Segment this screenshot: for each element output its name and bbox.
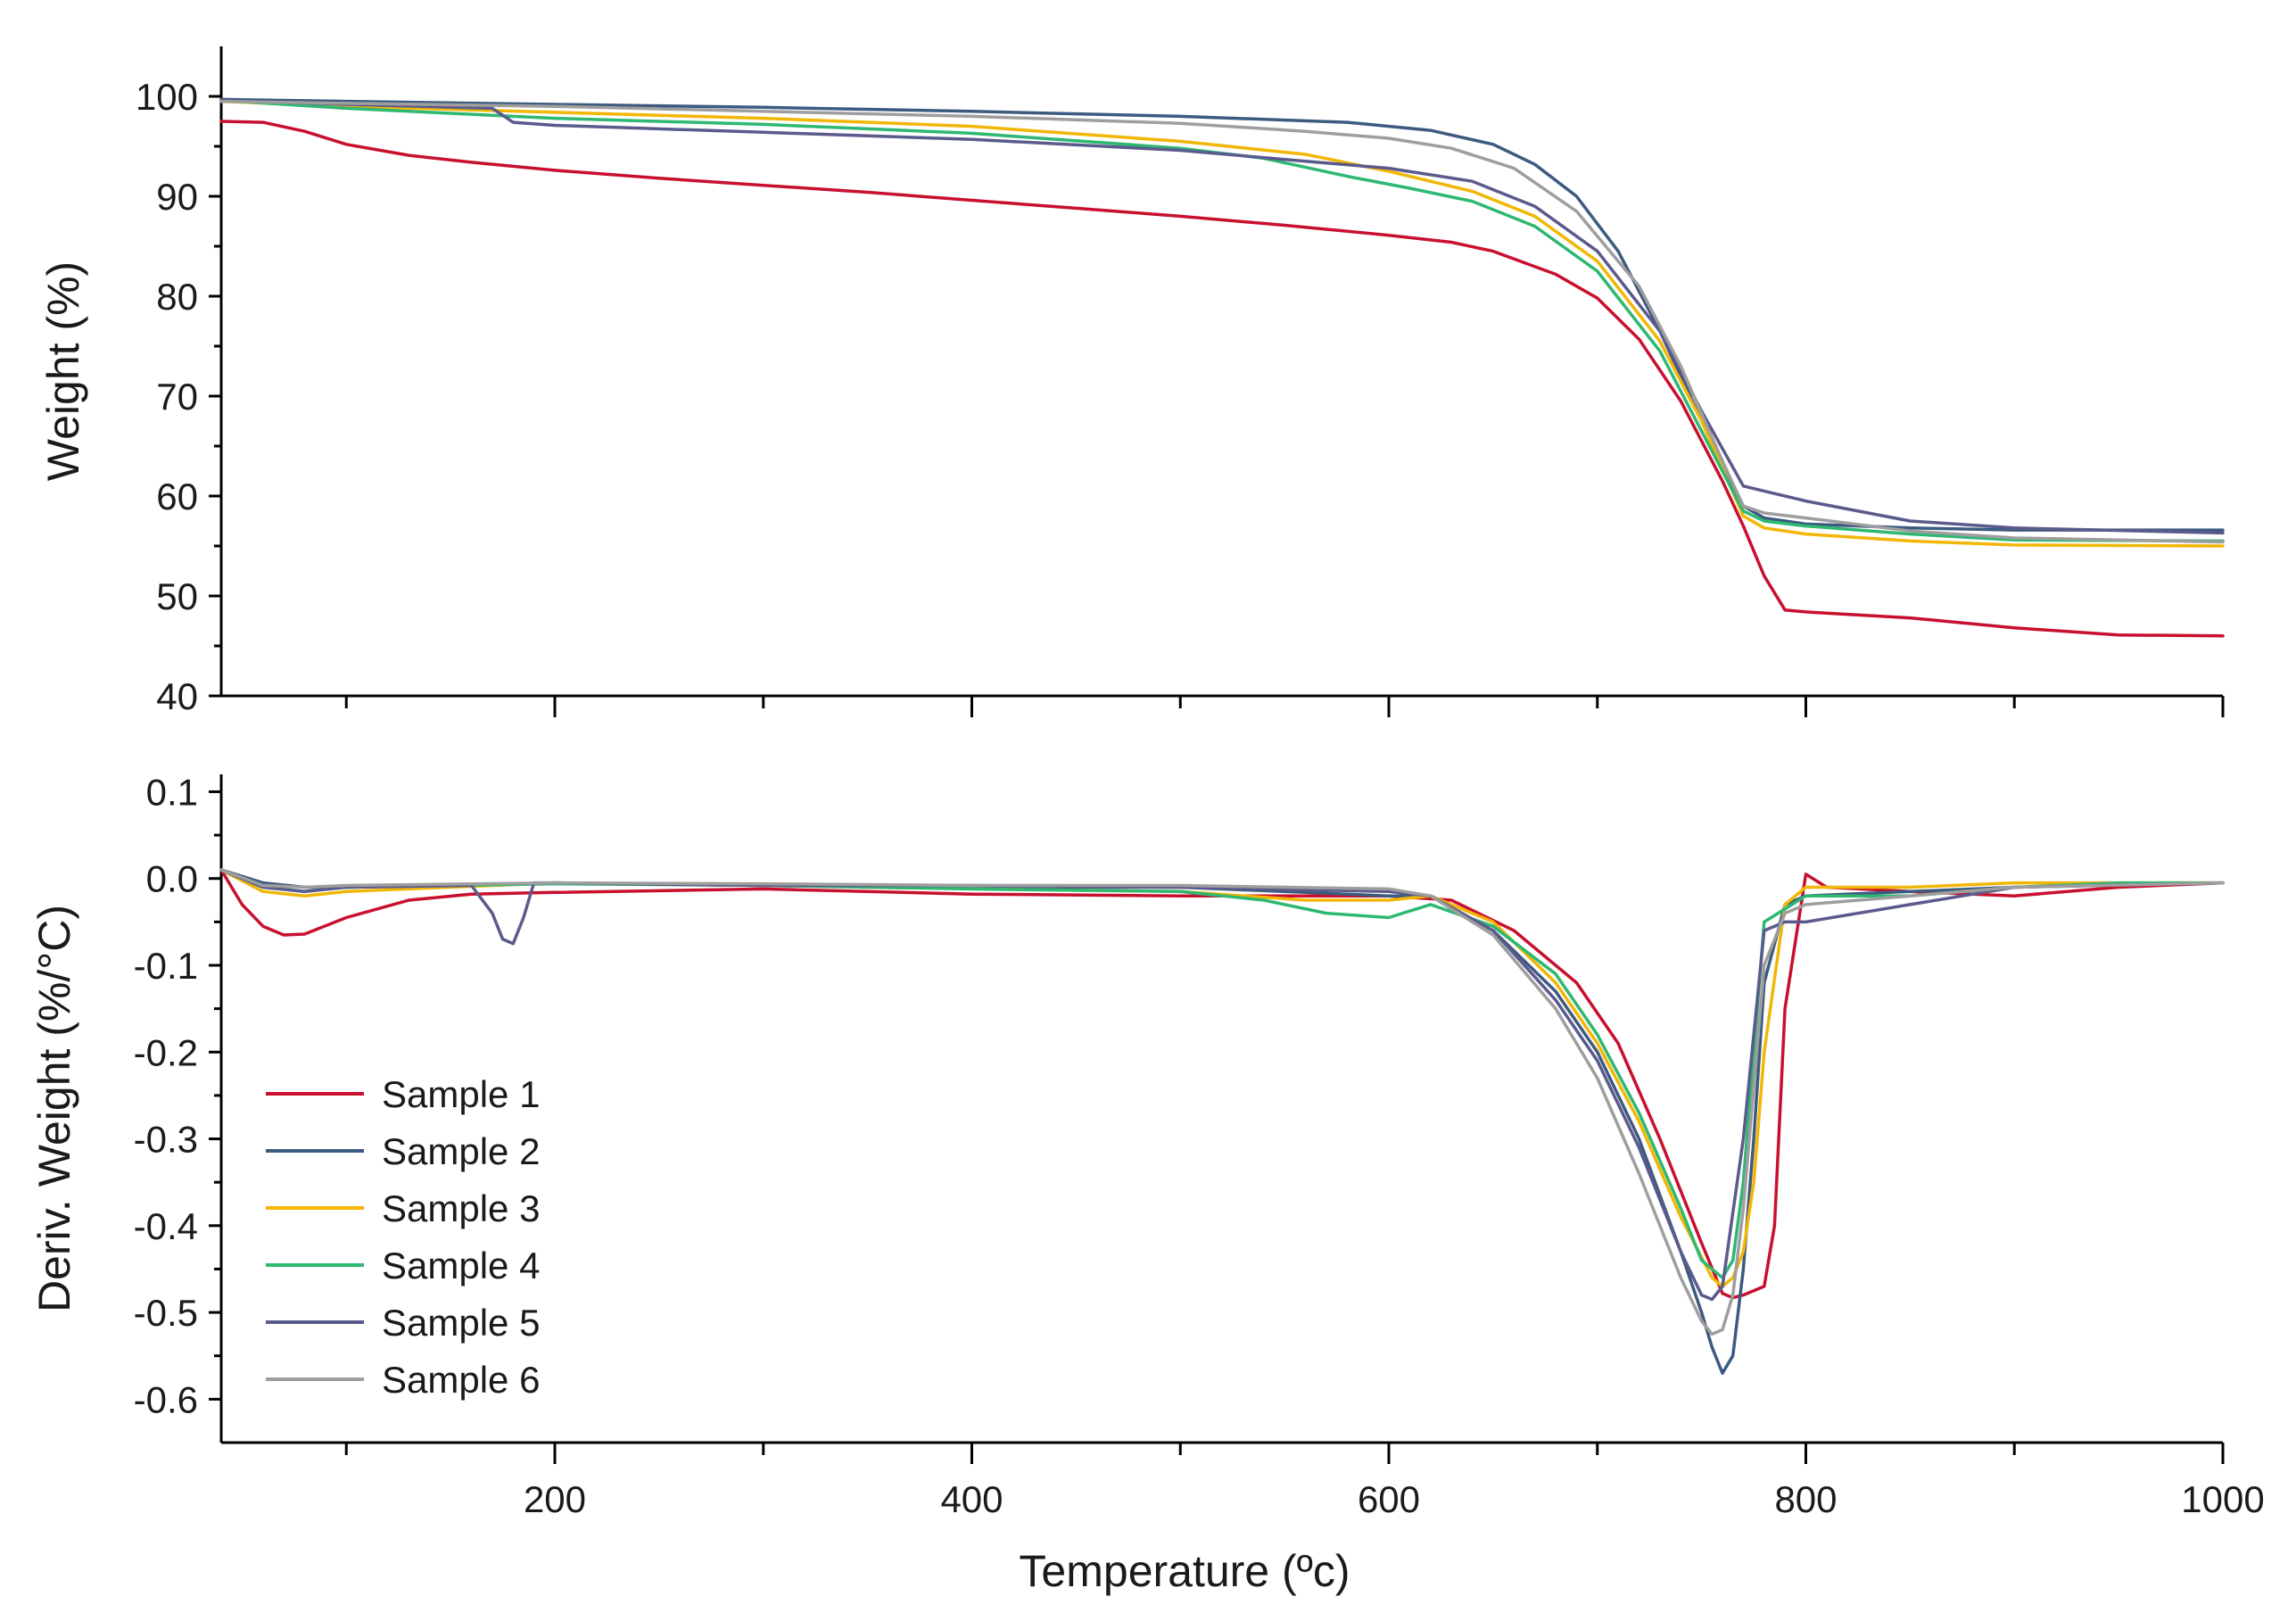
weight-line-sample-6 bbox=[219, 99, 2225, 544]
weight-panel: 40 50 60 70 80 90 100 Weight (%) bbox=[38, 46, 2225, 717]
legend-label-sample-5: Sample 5 bbox=[382, 1302, 540, 1344]
legend: Sample 1 Sample 2 Sample 3 Sample 4 Sample 5… bbox=[266, 1073, 540, 1401]
x-axis-title: Temperature (ºc) bbox=[1019, 1546, 1350, 1596]
weight-y-tick-label: 70 bbox=[156, 376, 198, 418]
weight-y-tick-label: 60 bbox=[156, 476, 198, 517]
x-tick-label: 800 bbox=[1774, 1478, 1837, 1520]
weight-line-sample-1 bbox=[219, 120, 2225, 638]
weight-y-tick-label: 40 bbox=[156, 675, 198, 717]
legend-label-sample-1: Sample 1 bbox=[382, 1073, 540, 1115]
weight-line-sample-4 bbox=[219, 98, 2225, 543]
weight-y-tick-label: 50 bbox=[156, 575, 198, 617]
weight-y-axis-title: Weight (%) bbox=[38, 261, 88, 481]
legend-label-sample-6: Sample 6 bbox=[382, 1359, 540, 1401]
weight-y-tick-label: 100 bbox=[136, 76, 198, 118]
deriv-line-sample-6 bbox=[219, 868, 2225, 1336]
deriv-y-tick-label: -0.2 bbox=[134, 1031, 198, 1073]
deriv-line-sample-2 bbox=[219, 868, 2225, 1375]
weight-line-sample-2 bbox=[219, 97, 2225, 532]
x-tick-label: 600 bbox=[1358, 1478, 1420, 1520]
x-axis-title-group: Temperature (ºc) bbox=[1019, 1546, 1350, 1596]
weight-y-tick-label: 80 bbox=[156, 276, 198, 318]
deriv-y-tick-label: 0.0 bbox=[146, 858, 198, 900]
deriv-panel: -0.6 -0.5 -0.4 -0.3 -0.2 -0.1 0.0 0.1 200 400 600 8… bbox=[29, 771, 2265, 1520]
deriv-y-tick-label: -0.5 bbox=[134, 1292, 198, 1334]
deriv-y-axis-title: Deriv. Weight (%/°C) bbox=[29, 905, 79, 1312]
legend-label-sample-4: Sample 4 bbox=[382, 1245, 540, 1286]
deriv-y-tick-label: -0.6 bbox=[134, 1378, 198, 1420]
deriv-y-tick-label: -0.3 bbox=[134, 1119, 198, 1161]
deriv-y-tick-label: 0.1 bbox=[146, 771, 198, 813]
deriv-y-tick-label: -0.1 bbox=[134, 945, 198, 987]
weight-line-sample-3 bbox=[219, 99, 2225, 548]
x-tick-label: 1000 bbox=[2181, 1478, 2264, 1520]
weight-line-sample-5 bbox=[219, 98, 2225, 535]
weight-y-tick-label: 90 bbox=[156, 176, 198, 218]
x-tick-label: 400 bbox=[940, 1478, 1003, 1520]
deriv-y-tick-label: -0.4 bbox=[134, 1205, 198, 1247]
legend-label-sample-3: Sample 3 bbox=[382, 1187, 540, 1229]
legend-label-sample-2: Sample 2 bbox=[382, 1130, 540, 1172]
x-tick-label: 200 bbox=[524, 1478, 586, 1520]
